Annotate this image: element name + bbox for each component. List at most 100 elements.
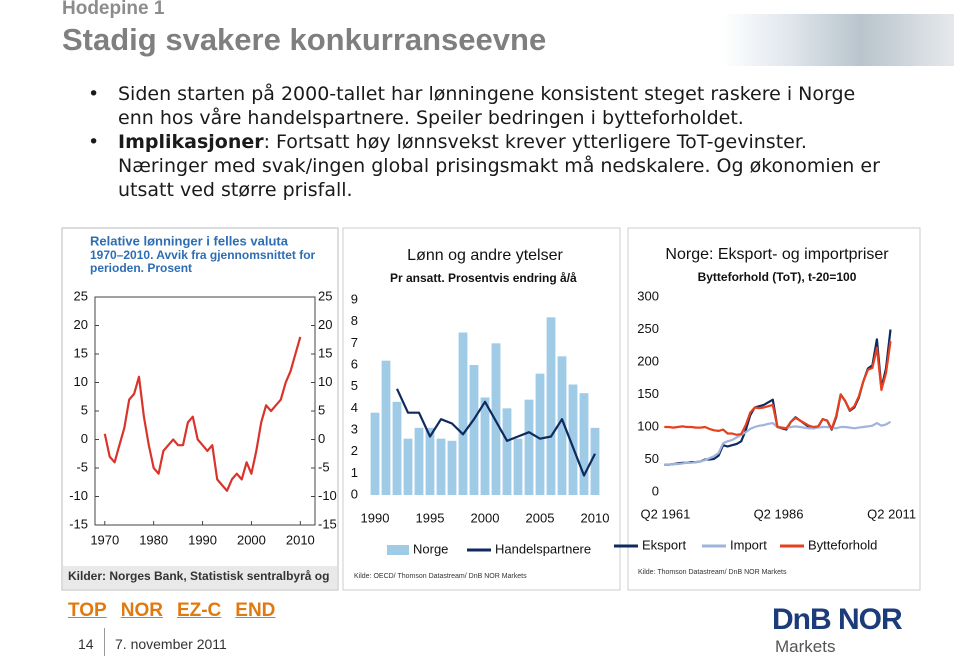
y-tick-label: 300 [637,288,659,303]
bar [458,332,468,495]
legend-label: Bytteforhold [808,537,877,552]
bar [524,399,534,495]
logo-sub: Markets [775,637,836,656]
bar [546,317,556,495]
bar [579,393,589,495]
y-tick-label: 0 [318,431,325,446]
bullet: Implikasjoner: Fortsatt høy lønnsvekst k… [88,130,888,202]
chart-source: Kilde: Thomson Datastream/ DnB NOR Marke… [638,569,787,576]
y-tick-label: 0 [351,486,358,501]
bar [403,438,413,495]
y-tick-label: 25 [318,288,332,303]
bullet-bold: Implikasjoner [118,131,264,153]
y-tick-label: 5 [81,402,88,417]
x-tick-label: 1980 [139,532,168,547]
y-tick-label: 5 [318,402,325,417]
y-tick-label: 1 [351,465,358,480]
bar [557,356,567,495]
bar [436,438,446,495]
chart-source: Kilde: OECD/ Thomson Datastream/ DnB NOR… [354,573,527,580]
y-tick-label: 0 [652,483,659,498]
date: 7. november 2011 [115,636,227,652]
chart-subtitle: 1970–2010. Avvik fra gjennomsnittet for [90,248,316,262]
y-tick-label: 9 [351,291,358,306]
plot-frame [94,296,316,526]
x-tick-label: 2010 [286,532,315,547]
x-tick-label: 2000 [237,532,266,547]
chart-title: Relative lønninger i felles valuta [90,233,289,248]
bar [480,397,490,495]
bar [381,360,391,495]
page-number: 14 [78,636,94,652]
x-tick-label: Q2 1961 [640,506,690,521]
y-tick-label: 0 [81,431,88,446]
bar [469,365,479,495]
y-tick-label: -15 [69,516,88,531]
bar [425,427,435,495]
header-photo [722,14,954,66]
series-line [664,341,892,436]
logo: DnB NOR [772,603,903,636]
y-tick-label: 25 [74,288,88,303]
x-tick-label: 1970 [90,532,119,547]
y-tick-label: 200 [637,353,659,368]
y-tick-label: -15 [318,516,337,531]
bullet-text: : Fortsatt høy lønnsvekst krever ytterli… [118,131,880,201]
y-tick-label: -10 [69,488,88,503]
bar [447,440,457,495]
y-tick-label: 10 [318,374,332,389]
nav-link[interactable]: END [235,600,276,621]
y-tick-label: 3 [351,421,358,436]
y-tick-label: 6 [351,356,358,371]
legend-label: Norge [413,541,448,556]
y-tick-label: -5 [318,459,330,474]
chart-title: Lønn og andre ytelser [407,247,563,264]
x-tick-label: Q2 2011 [867,506,916,521]
y-tick-label: 15 [318,345,332,360]
source-strip [63,566,337,589]
y-tick-label: 7 [351,335,358,350]
kicker: Hodepine 1 [62,0,165,19]
bar [414,427,424,495]
separator [104,628,105,656]
y-tick-label: 10 [74,374,88,389]
nav-link[interactable]: EZ-C [176,600,222,621]
y-tick-label: 5 [351,378,358,393]
bar [370,412,380,495]
charts: Relative lønninger i felles valuta1970–2… [61,227,921,591]
chart-subtitle: Pr ansatt. Prosentvis endring å/å [390,271,577,285]
chart-title: Norge: Eksport- og importpriser [665,246,889,263]
chart-subtitle: Bytteforhold (ToT), t-20=100 [698,270,857,284]
x-tick-label: 2000 [471,510,500,525]
y-tick-label: 50 [645,451,659,466]
nav-link[interactable]: NOR [120,600,163,621]
slide-title: Stadig svakere konkurranseevne [62,22,547,57]
y-tick-label: 20 [74,317,88,332]
y-tick-label: 4 [351,400,358,415]
series-line [396,388,596,477]
bar [568,384,578,495]
x-tick-label: 1990 [188,532,217,547]
chart-frame [61,227,339,591]
chart-source: Kilder: Norges Bank, Statistisk sentralb… [68,569,329,583]
x-tick-label: 1990 [361,510,390,525]
y-tick-label: 20 [318,317,332,332]
legend-label: Import [730,537,767,552]
nav-link[interactable]: TOP [68,600,107,621]
bar [392,401,402,495]
chart-subtitle: perioden. Prosent [90,261,192,275]
x-tick-label: 2010 [581,510,610,525]
bar [590,427,600,495]
x-tick-label: Q2 1986 [754,506,804,521]
y-tick-label: 250 [637,321,659,336]
bar [513,438,523,495]
bullet: Siden starten på 2000-tallet har lønning… [88,82,888,130]
legend-label: Eksport [642,537,686,552]
nav: TOP NOR EZ-C END [68,600,275,622]
y-tick-label: 150 [637,386,659,401]
x-tick-label: 1995 [416,510,445,525]
bar [535,373,545,495]
y-tick-label: -5 [76,459,88,474]
y-tick-label: -10 [318,488,337,503]
y-tick-label: 8 [351,313,358,328]
